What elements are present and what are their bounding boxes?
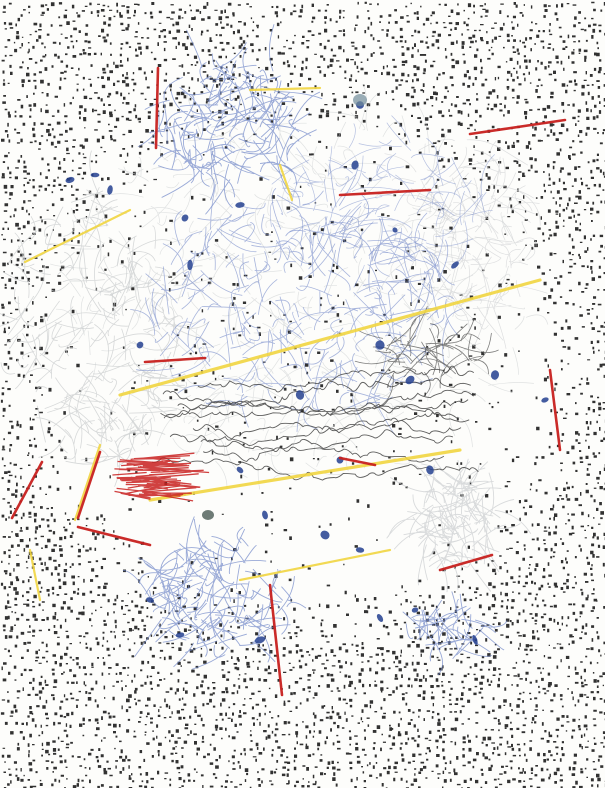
red-stroke [268, 583, 284, 697]
red-stroke [548, 368, 562, 452]
blue-dab [107, 185, 113, 195]
red-stroke [438, 553, 494, 572]
yellow-line [73, 443, 102, 522]
blue-cluster-lower-right [402, 591, 508, 676]
red-stroke [338, 188, 432, 197]
black-scribble-right [354, 306, 499, 410]
blue-dab [351, 160, 359, 170]
blue-dab [355, 547, 365, 553]
blue-dab [136, 341, 144, 349]
blue-dab [411, 607, 419, 613]
blue-dab [405, 375, 415, 385]
yellow-line [238, 548, 392, 582]
yellow-line [23, 208, 132, 264]
red-stroke [76, 450, 102, 520]
red-cluster [112, 452, 210, 502]
blue-dab [175, 632, 185, 638]
blue-dab [472, 635, 478, 645]
gray-square-patch [386, 458, 532, 593]
blue-wisps-upper [269, 115, 495, 277]
blue-dab [254, 636, 266, 644]
blue-dab [187, 259, 193, 271]
gray-blue-dab [353, 94, 367, 106]
blue-dabs [65, 94, 549, 645]
blue-dab [181, 214, 189, 222]
blue-cluster-center [130, 164, 463, 435]
blue-dab [295, 390, 305, 400]
black-scribbles [151, 306, 499, 481]
blue-dab [262, 510, 268, 520]
blue-dab [490, 370, 500, 380]
red-stroke [338, 456, 377, 467]
yellow-line [248, 86, 322, 92]
black-wave-band [151, 365, 479, 481]
red-stroke [76, 525, 152, 547]
blue-dab [235, 202, 245, 208]
yellow-line [148, 448, 462, 502]
yellow-line [278, 163, 294, 202]
red-stroke [143, 356, 207, 364]
blue-dab [375, 340, 385, 350]
blue-dab [146, 597, 154, 603]
blue-dab [426, 465, 434, 475]
blue-dab [392, 227, 398, 233]
blue-cluster-bottom [122, 516, 307, 670]
yellow-line [118, 278, 542, 397]
blue-dab [90, 172, 100, 178]
blue-dab [320, 530, 330, 540]
red-stroke [154, 66, 160, 150]
yellow-line [28, 548, 42, 602]
red-stroke [10, 460, 44, 520]
blue-dab [451, 261, 459, 269]
blue-dab [236, 466, 244, 474]
dark-green-dab [202, 510, 214, 520]
blue-dab [376, 614, 384, 622]
red-stroke [468, 118, 567, 136]
blue-dab [65, 176, 75, 184]
blue-dab [541, 397, 549, 403]
red-strokes [10, 66, 567, 697]
yellow-lines [23, 86, 542, 602]
